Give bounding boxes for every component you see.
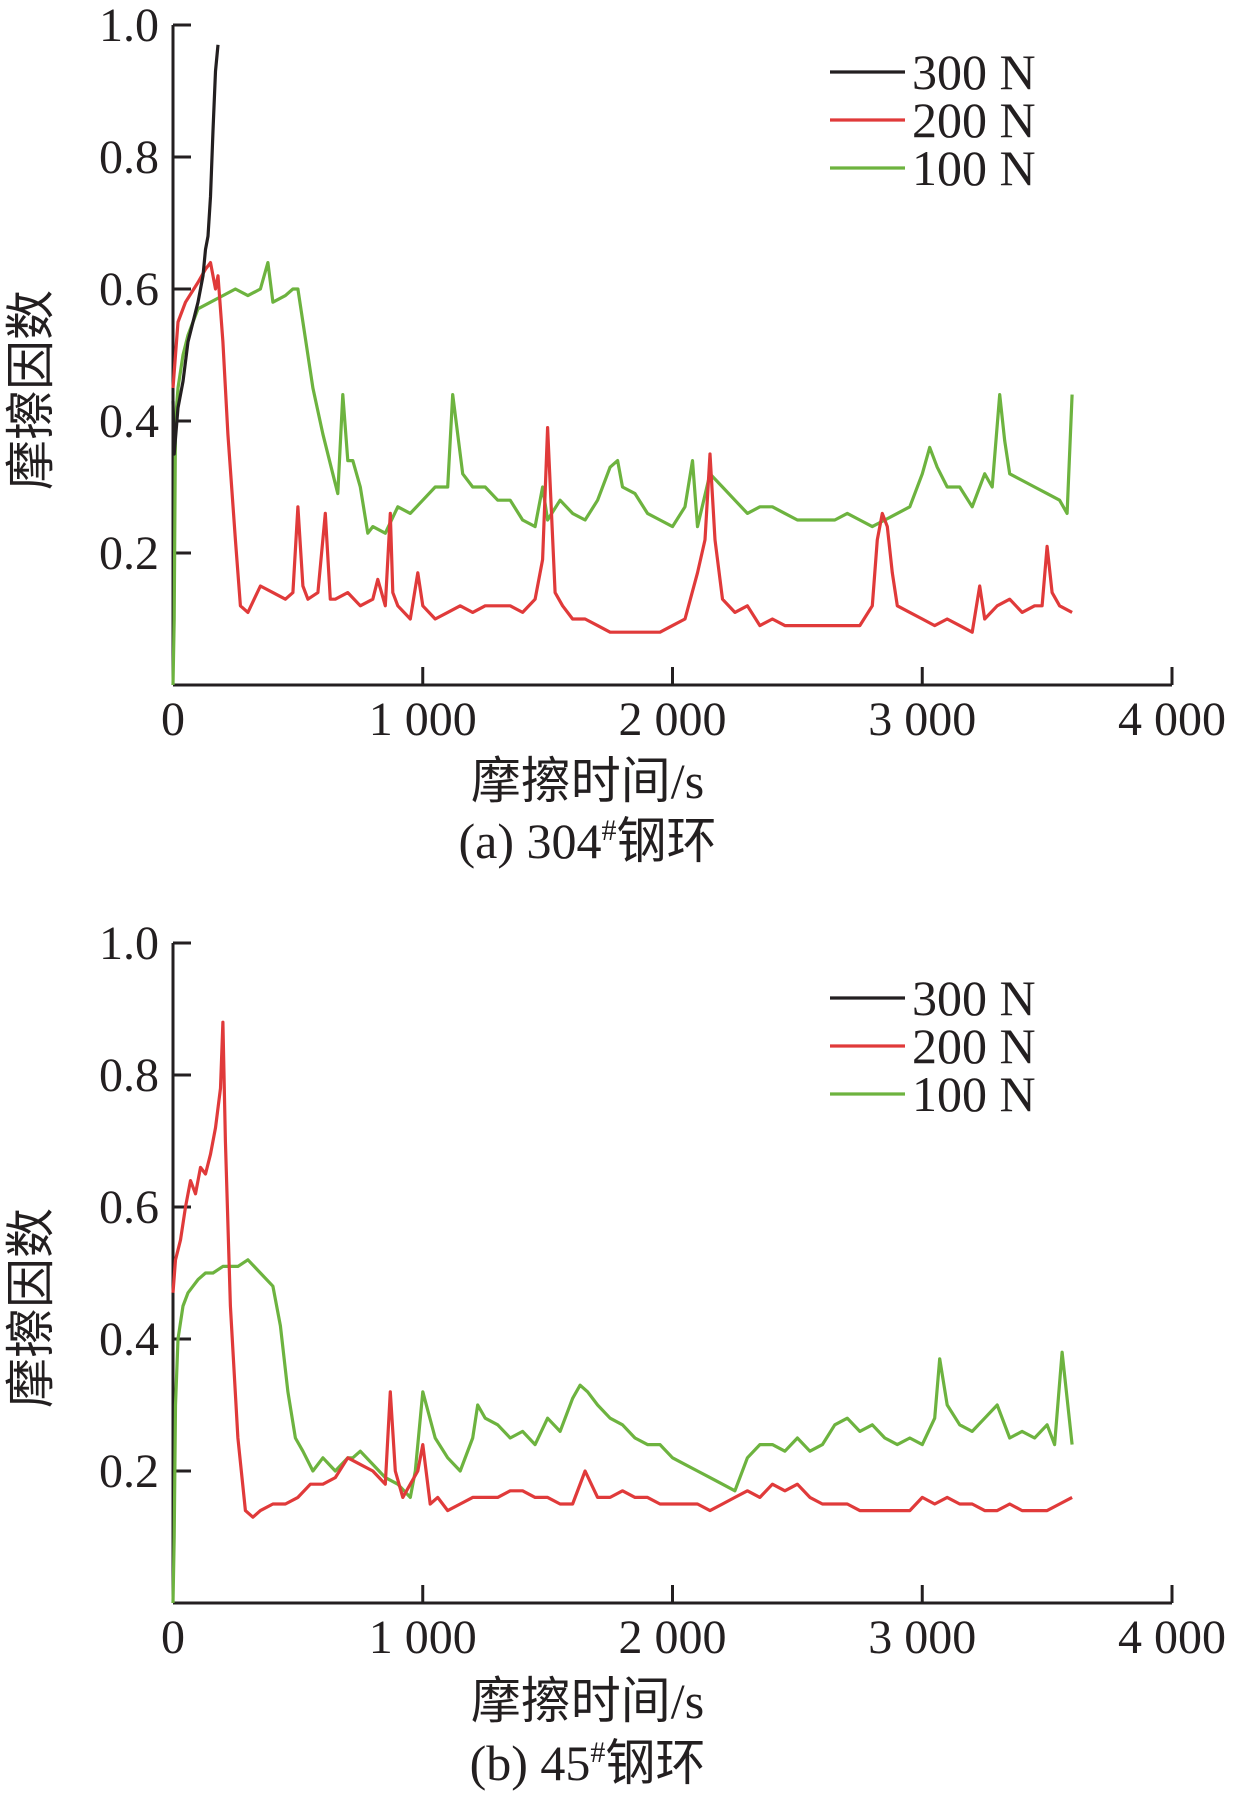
series-line-300n <box>171 44 220 456</box>
legend-label: 300 N <box>912 44 1036 100</box>
x-axis-title: 摩擦时间/s <box>471 1673 704 1729</box>
chart-panel-b: 0.2 0.4 0.6 0.8 1.0 0 1 000 2 000 3 000 4 000 摩擦因数… <box>3 917 1226 1791</box>
y-tick-label: 0.4 <box>99 1313 159 1366</box>
x-tick-label: 1 000 <box>369 1611 477 1664</box>
x-tick-label: 0 <box>161 693 185 746</box>
x-tick-label: 4 000 <box>1118 1611 1226 1664</box>
y-tick-label: 0.8 <box>99 131 159 184</box>
y-axis-title: 摩擦因数 <box>3 290 59 490</box>
series-line-200n <box>171 261 1073 634</box>
x-tick-label: 4 000 <box>1118 693 1226 746</box>
y-tick-label: 1.0 <box>99 917 159 970</box>
x-tick-label: 0 <box>161 1611 185 1664</box>
legend-label: 200 N <box>912 1018 1036 1074</box>
legend-label: 100 N <box>912 140 1036 196</box>
series-line-100n <box>171 261 1074 686</box>
figure-caption: (a) 304#钢环 <box>459 813 717 869</box>
y-tick-label: 0.2 <box>99 527 159 580</box>
x-tick-label: 3 000 <box>868 1611 976 1664</box>
x-tick-label: 3 000 <box>868 693 976 746</box>
figure-caption: (b) 45#钢环 <box>470 1735 706 1791</box>
series-line-100n <box>171 1258 1074 1604</box>
legend-label: 200 N <box>912 92 1036 148</box>
legend-label: 100 N <box>912 1066 1036 1122</box>
x-tick-label: 2 000 <box>619 693 727 746</box>
series-line-200n <box>171 1020 1073 1519</box>
y-tick-label: 0.8 <box>99 1049 159 1102</box>
chart-panel-a: 0.2 0.4 0.6 0.8 1.0 0 1 000 2 000 3 000 4 000 摩擦因数… <box>3 0 1226 869</box>
y-tick-label: 1.0 <box>99 0 159 52</box>
legend-label: 300 N <box>912 970 1036 1026</box>
y-axis-title: 摩擦因数 <box>3 1208 59 1408</box>
y-tick-label: 0.4 <box>99 395 159 448</box>
x-axis-title: 摩擦时间/s <box>471 753 704 809</box>
x-tick-label: 2 000 <box>619 1611 727 1664</box>
y-tick-label: 0.2 <box>99 1445 159 1498</box>
y-tick-label: 0.6 <box>99 263 159 316</box>
y-tick-label: 0.6 <box>99 1181 159 1234</box>
x-tick-label: 1 000 <box>369 693 477 746</box>
